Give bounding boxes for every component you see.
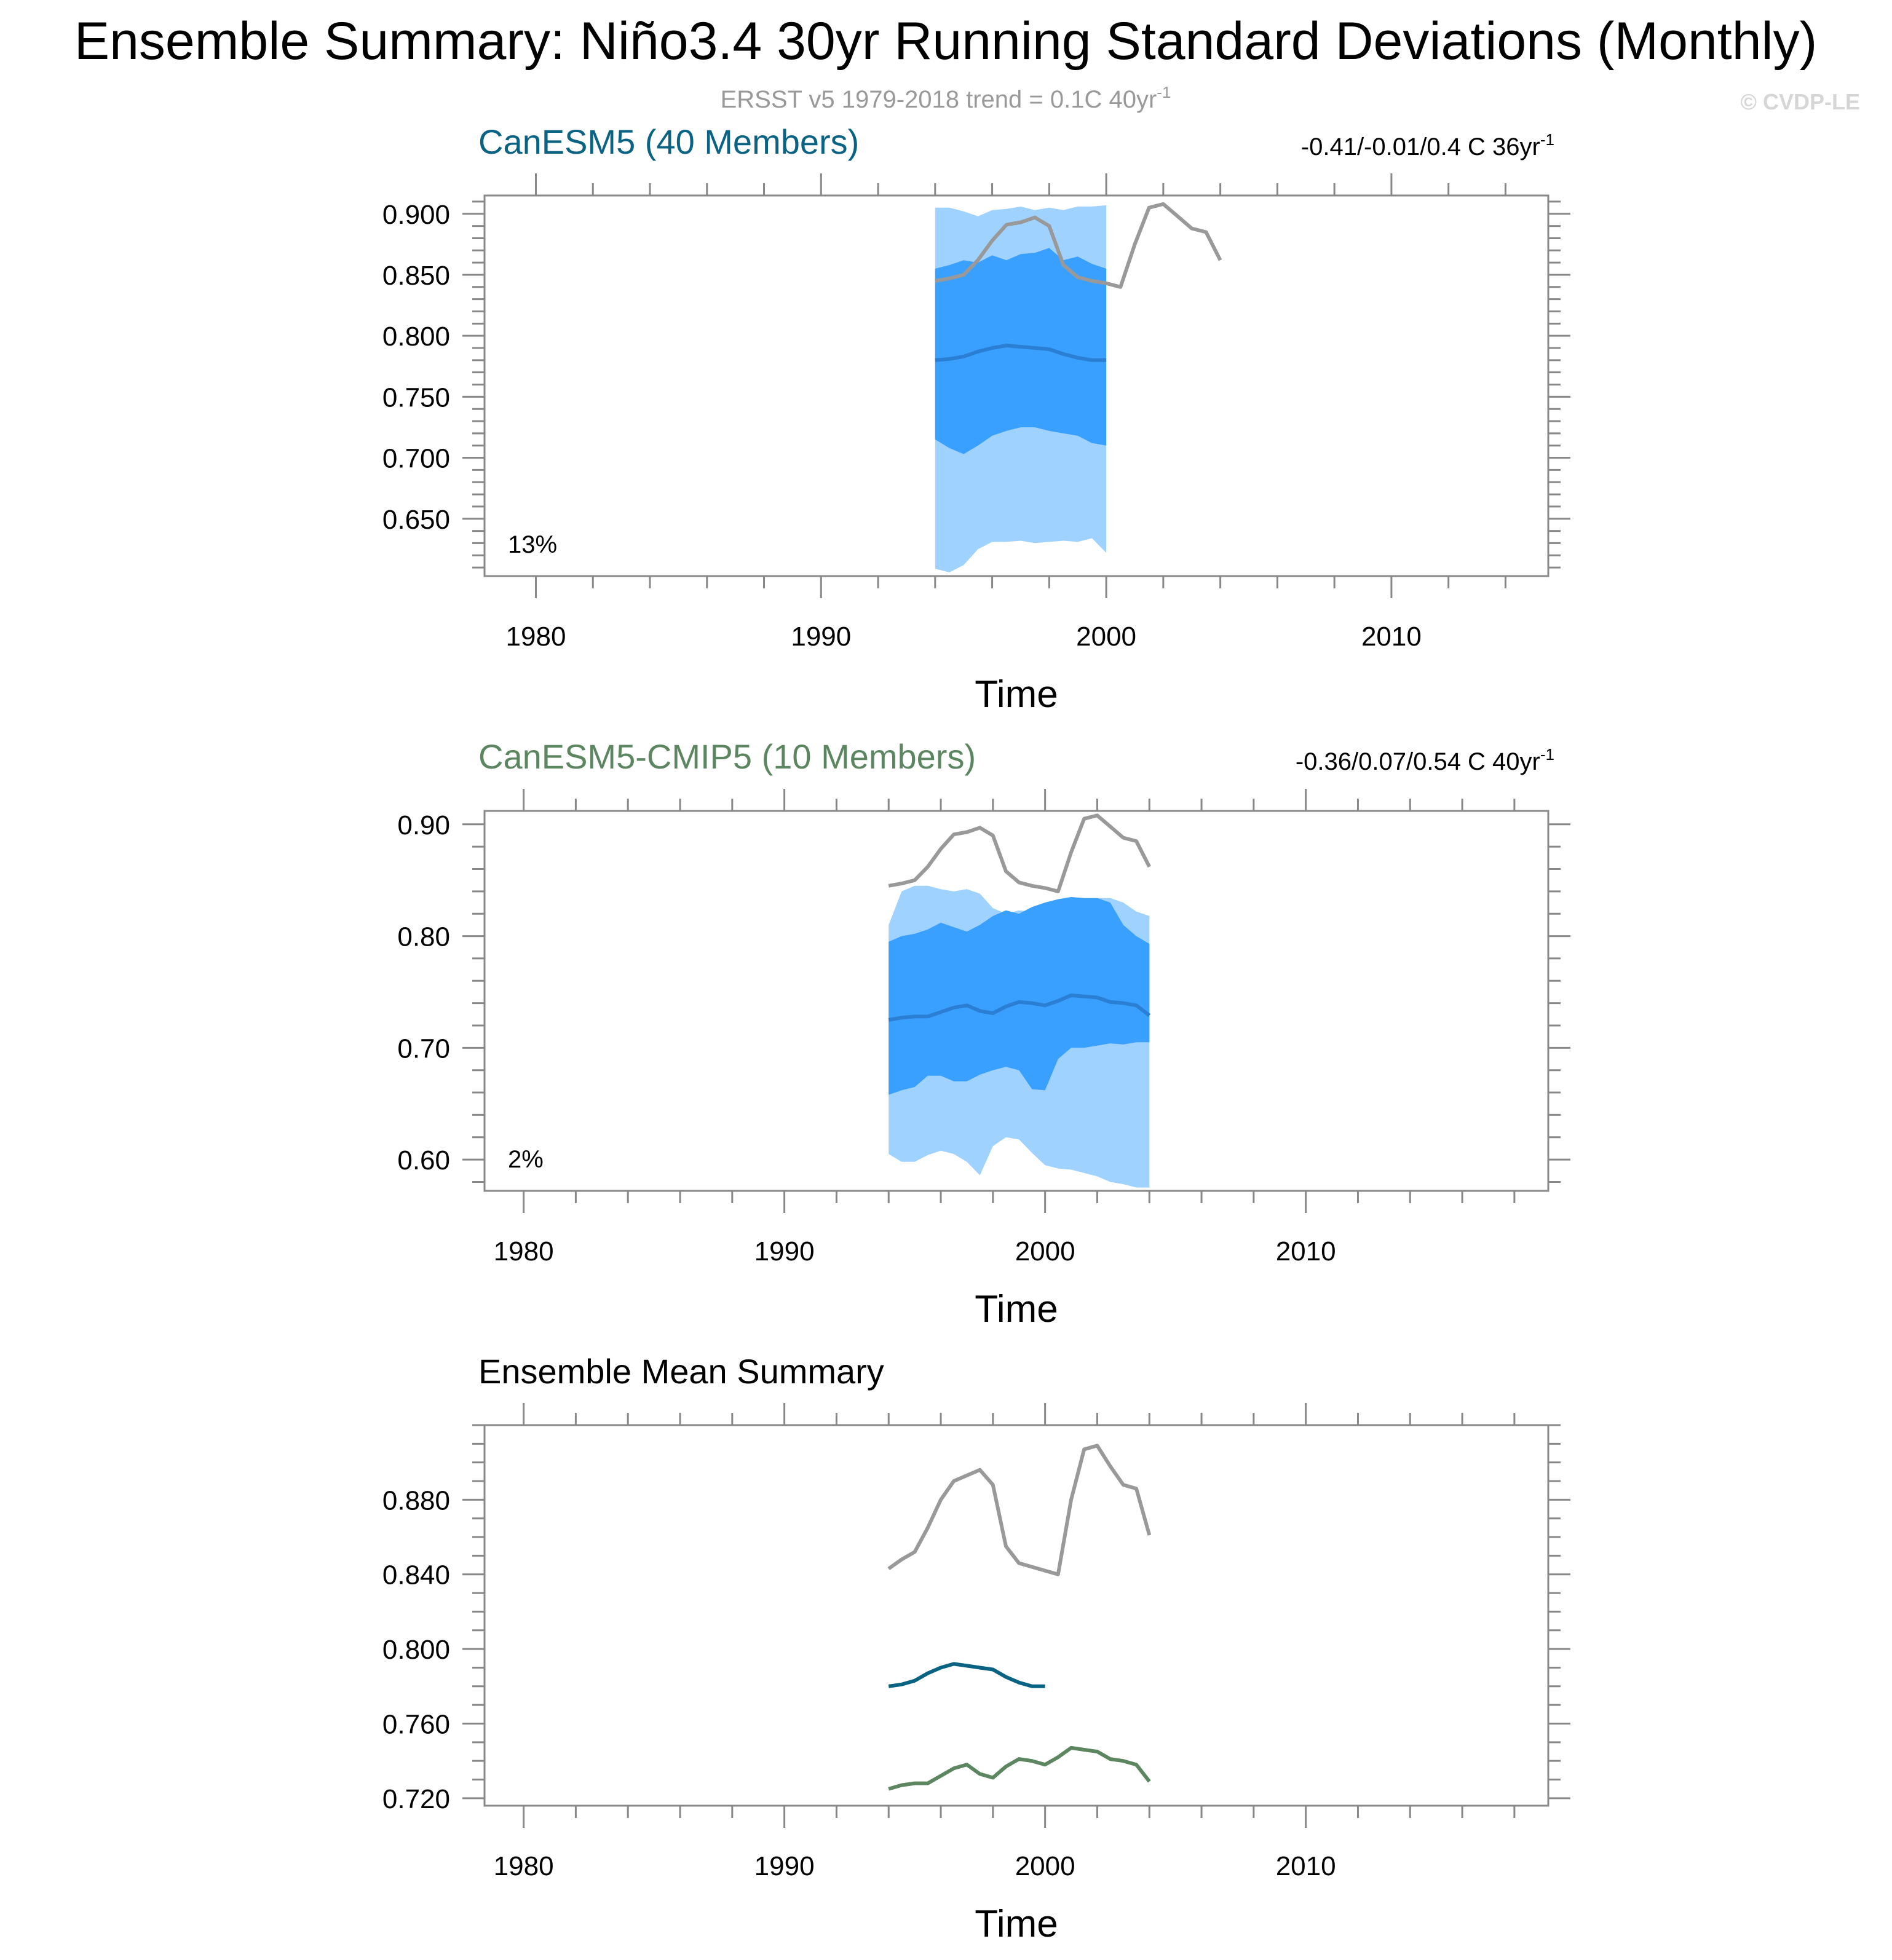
ensemble-mean-line (888, 993, 1151, 1022)
observations-line (888, 813, 1151, 893)
x-axis-label: Time (975, 1903, 1058, 1945)
plot-frame (483, 810, 1550, 1192)
panels: 1980 1990 2000 2010 0.650 0.700 0.750 0.800 0.85… (382, 122, 1570, 1945)
figure-subtitle-sup: -1 (1157, 83, 1171, 101)
plot-area (888, 813, 1151, 1188)
ensemble-inner-band (889, 897, 1150, 1095)
x-axis-label: Time (975, 673, 1058, 716)
panel-title: CanESM5-CMIP5 (10 Members) (478, 737, 976, 776)
y-tick-label: 0.720 (382, 1784, 450, 1814)
figure-subtitle-text: ERSST v5 1979-2018 trend = 0.1C 40yr (721, 86, 1157, 113)
x-axis-label: Time (975, 1288, 1058, 1330)
plot-area (935, 202, 1222, 572)
x-tick-label: 1980 (494, 1236, 554, 1266)
panel-title: CanESM5 (40 Members) (478, 122, 859, 161)
trend-annotation-sup: -1 (1540, 130, 1554, 149)
trend-annotation: -0.36/0.07/0.54 C 40yr-1 (1296, 745, 1554, 775)
figure-title: Ensemble Summary: Niño3.4 30yr Running S… (74, 12, 1818, 71)
y-tick-label: 0.840 (382, 1560, 450, 1591)
observations-line (935, 202, 1222, 289)
ensemble-mean-line (935, 344, 1107, 362)
trend-annotation-sup: -1 (1540, 745, 1554, 764)
trend-annotation-text: -0.36/0.07/0.54 C 40yr (1296, 748, 1540, 775)
x-tick-label: 1990 (754, 1236, 815, 1266)
y-tick-label: 0.800 (382, 1635, 450, 1665)
percent-label: 2% (508, 1146, 544, 1173)
y-tick-label: 0.880 (382, 1485, 450, 1515)
x-tick-label: 1980 (506, 622, 566, 652)
series-line-2 (888, 1662, 1045, 1688)
x-tick-label: 1990 (791, 622, 851, 652)
trend-annotation: -0.41/-0.01/0.4 C 36yr-1 (1301, 130, 1554, 160)
percent-label: 13% (508, 531, 557, 558)
x-tick-label: 2000 (1015, 1236, 1075, 1266)
y-tick-label: 0.80 (397, 922, 450, 952)
y-tick-label: 0.760 (382, 1709, 450, 1739)
x-tick-label: 2000 (1076, 622, 1136, 652)
x-tick-label: 1990 (754, 1851, 815, 1881)
y-tick-label: 0.90 (397, 810, 450, 840)
series-line-1 (887, 1444, 1152, 1576)
y-tick-label: 0.850 (382, 261, 450, 291)
ensemble-inner-band (935, 248, 1107, 454)
y-tick-label: 0.70 (397, 1033, 450, 1064)
panel-1: 1980 1990 2000 2010 0.650 0.700 0.750 0.800 0.85… (382, 122, 1570, 716)
x-tick-label: 2010 (1361, 622, 1422, 652)
panel-3: 1980 1990 2000 2010 0.720 0.760 0.800 0.840 0.88… (382, 1352, 1570, 1945)
plot-frame (483, 194, 1550, 577)
x-tick-label: 2010 (1276, 1236, 1336, 1266)
x-tick-label: 2000 (1015, 1851, 1075, 1881)
panel-2: 1980 1990 2000 2010 0.60 0.70 0.80 0.90 Time CanE… (397, 737, 1570, 1330)
x-tick-label: 1980 (494, 1851, 554, 1881)
plot-area (887, 1444, 1152, 1791)
y-tick-label: 0.800 (382, 322, 450, 352)
y-tick-label: 0.900 (382, 200, 450, 230)
y-tick-label: 0.700 (382, 444, 450, 474)
trend-annotation-text: -0.41/-0.01/0.4 C 36yr (1301, 133, 1540, 160)
figure-subtitle: ERSST v5 1979-2018 trend = 0.1C 40yr-1 (721, 83, 1171, 113)
panel-title: Ensemble Mean Summary (478, 1352, 884, 1391)
y-tick-label: 0.650 (382, 505, 450, 535)
x-tick-label: 2010 (1276, 1851, 1336, 1881)
y-tick-label: 0.60 (397, 1145, 450, 1176)
plot-frame (483, 1424, 1550, 1807)
y-tick-label: 0.750 (382, 382, 450, 413)
copyright-watermark: © CVDP-LE (1740, 89, 1860, 114)
series-line-3 (888, 1745, 1151, 1791)
